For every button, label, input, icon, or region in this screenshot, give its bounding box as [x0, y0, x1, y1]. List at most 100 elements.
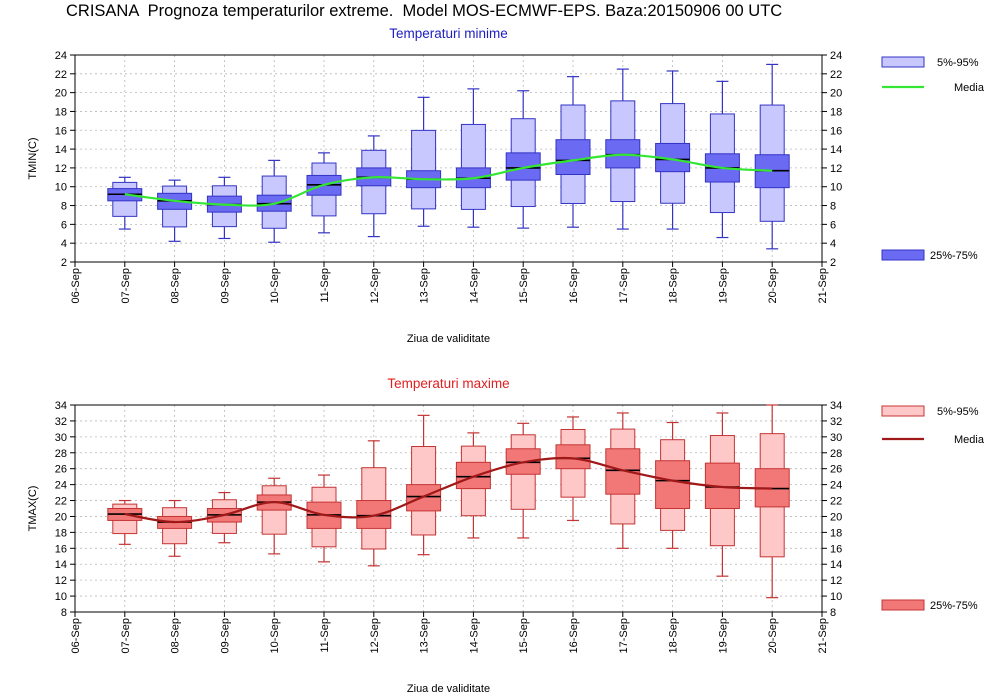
x-tick-label: 07-Sep [120, 268, 132, 303]
x-tick-label: 06-Sep [70, 268, 82, 303]
box-10-Sep [256, 159, 292, 243]
box-14-Sep [455, 432, 491, 539]
y-tick-label-right: 12 [830, 575, 842, 587]
y-tick-label: 14 [55, 559, 67, 571]
box-18-Sep [655, 70, 691, 230]
x-tick-label: 17-Sep [618, 268, 630, 303]
legend-label: Media [954, 434, 985, 446]
y-tick-label: 22 [55, 496, 67, 508]
outer-range-box [460, 123, 486, 210]
y-tick-label-right: 18 [830, 106, 842, 118]
box-11-Sep [306, 152, 342, 234]
box-13-Sep [406, 414, 442, 556]
x-tick-label: 12-Sep [369, 268, 381, 303]
median-line [124, 153, 773, 207]
box-12-Sep [356, 135, 392, 238]
legend-label: 25%-75% [930, 250, 978, 262]
legend-item-outer: 5%-95% [881, 56, 979, 69]
x-tick-label: 21-Sep [817, 268, 829, 303]
box-17-Sep [605, 68, 641, 230]
iqr-box [356, 500, 392, 529]
page-title: CRISANA Prognoza temperaturilor extreme.… [66, 2, 783, 20]
y-tick-label-right: 24 [830, 480, 842, 492]
x-tick-label: 18-Sep [668, 618, 680, 653]
box-12-Sep [356, 440, 392, 567]
y-tick-label: 24 [55, 50, 67, 62]
x-tick-label: 10-Sep [269, 618, 281, 653]
y-tick-label: 28 [55, 448, 67, 460]
iqr-box [655, 460, 691, 510]
legend-swatch-inner [881, 249, 925, 261]
x-tick-label: 06-Sep [70, 618, 82, 653]
box-18-Sep [655, 421, 691, 549]
y-tick-label-right: 22 [830, 69, 842, 81]
x-tick-label: 10-Sep [269, 268, 281, 303]
x-tick-label: 15-Sep [518, 618, 530, 653]
x-tick-label: 19-Sep [717, 618, 729, 653]
x-tick-label: 19-Sep [717, 268, 729, 303]
y-tick-label: 14 [55, 144, 67, 156]
box-16-Sep [555, 76, 591, 228]
box-13-Sep [406, 96, 442, 227]
y-tick-label: 10 [55, 182, 67, 194]
box-14-Sep [455, 88, 491, 228]
iqr-box [455, 461, 491, 490]
iqr-box [406, 484, 442, 512]
x-tick-label: 09-Sep [219, 268, 231, 303]
legend-item-outer: 5%-95% [881, 405, 979, 418]
y-tick-label: 34 [55, 400, 67, 412]
iqr-box [605, 448, 641, 495]
x-tick-label: 13-Sep [419, 268, 431, 303]
box-11-Sep [306, 474, 342, 563]
box-16-Sep [555, 416, 591, 522]
y-tick-label: 6 [61, 219, 67, 231]
y-tick-label-right: 20 [830, 88, 842, 100]
x-tick-label: 17-Sep [618, 618, 630, 653]
panel-title: Temperaturi minime [389, 26, 508, 41]
y-tick-label-right: 26 [830, 464, 842, 476]
outer-range-box [411, 129, 437, 210]
y-tick-label: 20 [55, 88, 67, 100]
x-tick-label: 16-Sep [568, 268, 580, 303]
y-tick-label: 22 [55, 69, 67, 81]
x-tick-label: 14-Sep [468, 268, 480, 303]
box-09-Sep [206, 176, 242, 240]
box-20-Sep [754, 63, 790, 250]
y-tick-label-right: 22 [830, 496, 842, 508]
y-tick-label: 10 [55, 591, 67, 603]
x-tick-label: 12-Sep [369, 618, 381, 653]
y-tick-label: 12 [55, 575, 67, 587]
y-tick-label-right: 34 [830, 400, 842, 412]
y-tick-label-right: 12 [830, 163, 842, 175]
y-tick-label-right: 20 [830, 511, 842, 523]
x-tick-label: 18-Sep [668, 268, 680, 303]
y-tick-label: 20 [55, 511, 67, 523]
y-tick-label: 18 [55, 527, 67, 539]
y-tick-label: 8 [61, 607, 67, 619]
x-axis-label: Ziua de validitate [407, 683, 490, 695]
y-tick-label: 16 [55, 125, 67, 137]
x-tick-label: 07-Sep [120, 618, 132, 653]
y-tick-label-right: 4 [830, 238, 836, 250]
legend-label: 5%-95% [937, 57, 979, 69]
y-tick-label: 18 [55, 106, 67, 118]
y-tick-label: 24 [55, 480, 67, 492]
y-tick-label-right: 16 [830, 543, 842, 555]
y-axis-label: TMIN(C) [27, 137, 39, 179]
y-tick-label-right: 24 [830, 50, 842, 62]
y-tick-label-right: 14 [830, 144, 842, 156]
median-line [124, 456, 773, 524]
plot-frame [74, 54, 823, 263]
box-07-Sep [107, 499, 143, 545]
x-tick-label: 08-Sep [170, 618, 182, 653]
y-axis-label: TMAX(C) [27, 486, 39, 532]
x-tick-label: 13-Sep [419, 618, 431, 653]
x-axis-label: Ziua de validitate [407, 333, 490, 345]
legend-swatch-inner [881, 599, 925, 611]
legend-item-inner: 25%-75% [881, 249, 978, 262]
iqr-box [555, 139, 591, 175]
y-tick-label-right: 2 [830, 257, 836, 269]
y-tick-label: 2 [61, 257, 67, 269]
